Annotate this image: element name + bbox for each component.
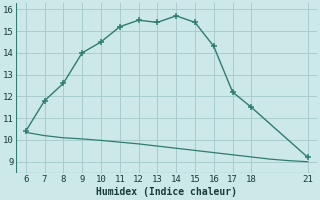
X-axis label: Humidex (Indice chaleur): Humidex (Indice chaleur) — [96, 187, 237, 197]
